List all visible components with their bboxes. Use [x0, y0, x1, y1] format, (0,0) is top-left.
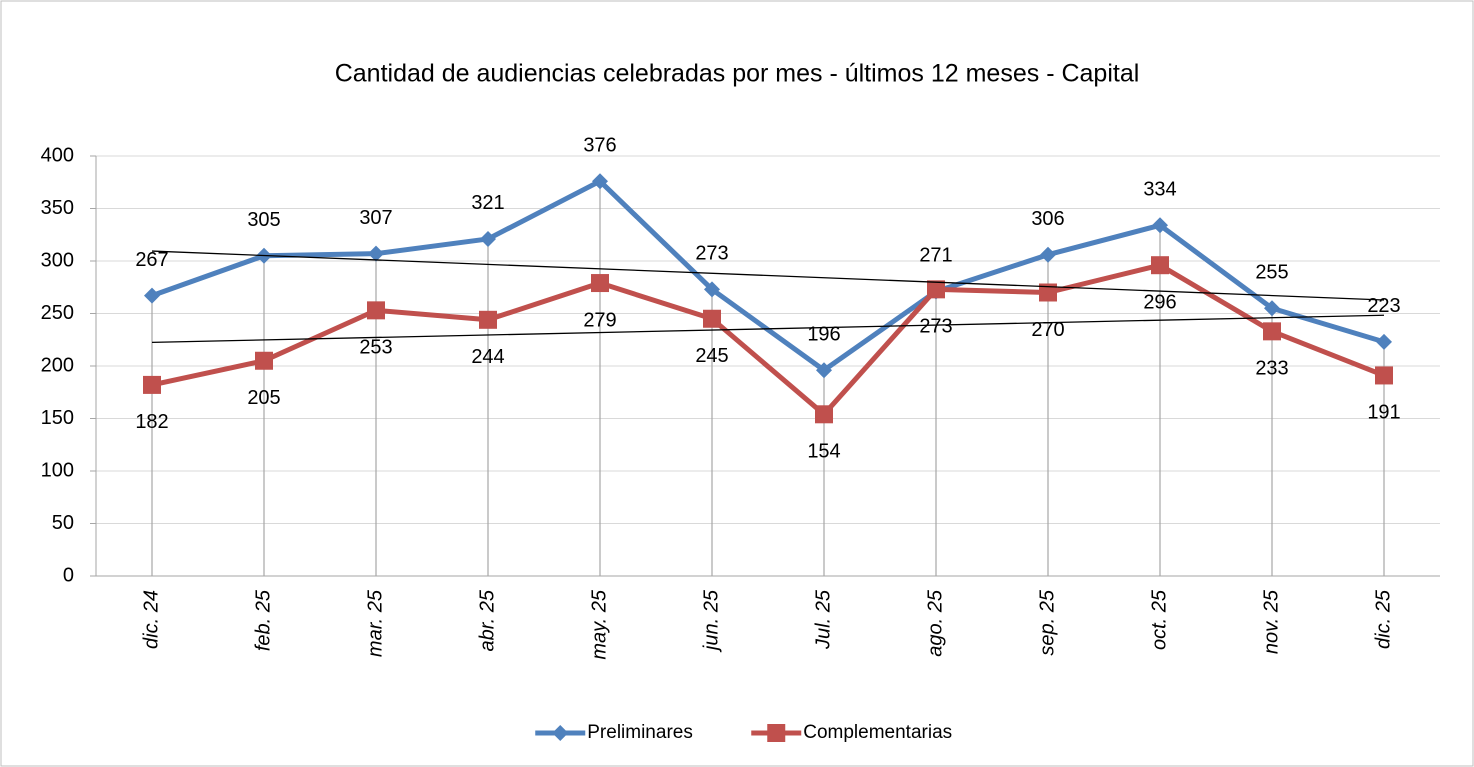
marker	[1263, 322, 1281, 341]
legend-label: Complementarias	[803, 722, 952, 743]
data-label: 205	[247, 387, 280, 409]
legend-marker	[767, 724, 786, 742]
x-tick-label: ago. 25	[924, 589, 946, 657]
data-label: 191	[1367, 402, 1400, 424]
marker	[1375, 366, 1393, 385]
data-label: 196	[807, 323, 840, 345]
marker	[815, 405, 833, 424]
y-tick-label: 50	[52, 512, 74, 534]
marker	[1040, 246, 1056, 263]
x-tick-label: may. 25	[588, 589, 610, 660]
data-label: 271	[919, 245, 952, 267]
y-tick-label: 350	[41, 197, 74, 219]
data-label: 273	[919, 316, 952, 338]
y-tick-label: 250	[41, 302, 74, 324]
marker	[1376, 333, 1392, 350]
data-label: 253	[359, 337, 392, 359]
marker	[1152, 217, 1168, 234]
marker	[703, 309, 721, 328]
trendline	[151, 250, 1385, 301]
x-tick-label: abr. 25	[476, 589, 498, 651]
data-label: 306	[1031, 208, 1064, 230]
data-label: 279	[583, 309, 616, 331]
marker	[367, 301, 385, 320]
marker	[479, 310, 497, 329]
x-tick-label: sep. 25	[1036, 589, 1058, 655]
data-label: 273	[695, 243, 728, 265]
marker	[255, 351, 273, 370]
data-label: 334	[1143, 179, 1176, 201]
x-tick-label: mar. 25	[364, 589, 386, 657]
series-line	[151, 178, 1385, 373]
data-label: 376	[583, 134, 616, 156]
data-label: 154	[807, 441, 840, 463]
x-tick-label: nov. 25	[1260, 589, 1282, 654]
x-tick-label: Jul. 25	[812, 589, 834, 650]
data-label: 244	[471, 346, 504, 368]
chart-title: Cantidad de audiencias celebradas por me…	[335, 60, 1140, 88]
marker	[927, 280, 945, 299]
data-label: 245	[695, 345, 728, 367]
marker	[480, 230, 496, 247]
marker	[1039, 283, 1057, 302]
marker	[144, 287, 160, 304]
y-tick-label: 100	[41, 459, 74, 481]
y-tick-label: 200	[41, 354, 74, 376]
series-line	[151, 262, 1385, 417]
marker	[592, 173, 608, 190]
data-label: 270	[1031, 319, 1064, 341]
data-label: 233	[1255, 358, 1288, 380]
data-label: 296	[1143, 291, 1176, 313]
marker	[1264, 300, 1280, 317]
y-tick-label: 400	[41, 144, 74, 166]
trendline	[151, 314, 1385, 344]
data-label: 321	[471, 192, 504, 214]
marker	[704, 281, 720, 298]
legend-label: Preliminares	[587, 722, 693, 743]
data-label: 255	[1255, 262, 1288, 284]
marker	[816, 362, 832, 379]
legend-marker	[552, 725, 569, 741]
data-label: 307	[359, 207, 392, 229]
x-tick-label: jun. 25	[700, 589, 722, 653]
data-label: 267	[135, 249, 168, 271]
y-tick-label: 150	[41, 407, 74, 429]
data-label: 182	[135, 411, 168, 433]
y-tick-label: 300	[41, 249, 74, 271]
x-tick-label: dic. 24	[140, 590, 162, 649]
y-tick-label: 0	[63, 564, 74, 586]
x-tick-label: feb. 25	[252, 589, 274, 651]
marker	[143, 375, 161, 394]
marker	[591, 274, 609, 293]
marker	[1151, 256, 1169, 275]
x-tick-label: oct. 25	[1148, 589, 1170, 650]
data-label: 223	[1367, 295, 1400, 317]
x-tick-label: dic. 25	[1372, 589, 1394, 649]
data-label: 305	[247, 209, 280, 231]
marker	[368, 245, 384, 262]
